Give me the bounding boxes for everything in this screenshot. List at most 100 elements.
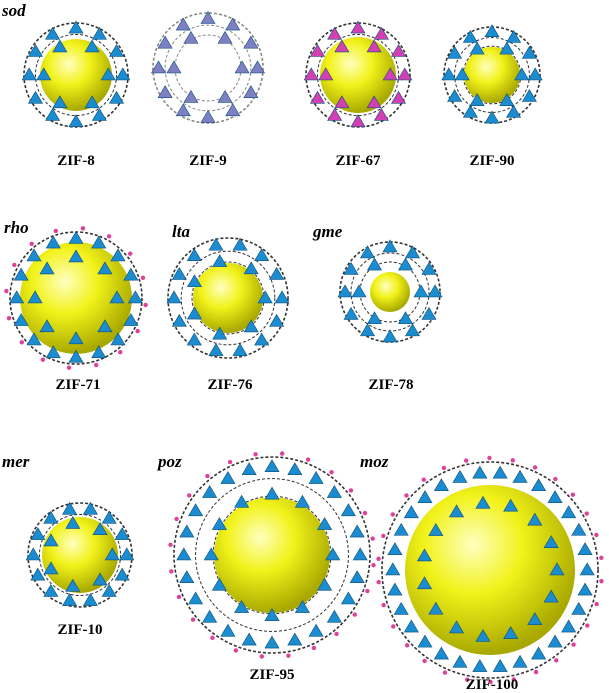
tetrahedron [264,608,280,621]
atom [286,653,291,658]
atom [594,532,599,538]
tetrahedron [45,345,61,359]
tetrahedron [421,261,437,275]
pore-sphere [405,485,575,655]
tetrahedron [92,572,108,586]
tetrahedron [27,90,43,104]
framework-ring [152,12,264,124]
tetrahedron [506,104,522,118]
tetrahedron [352,547,368,561]
tetrahedron [171,313,187,327]
atom [571,642,576,647]
tetrahedron [416,576,433,590]
atom [143,302,148,308]
atom [329,469,334,475]
pore-sphere [214,497,330,613]
atom [391,624,396,629]
tetrahedron [234,60,250,74]
tetrahedron [391,90,407,104]
tetrahedron [349,570,365,584]
tetrahedron [531,478,547,492]
tetrahedron [186,274,203,288]
atom [511,677,517,682]
tetrahedron [397,311,414,325]
tetrahedron [441,67,457,81]
tetrahedron [433,478,449,492]
tetrahedron [397,257,414,271]
tetrahedron [39,261,55,275]
atom [311,645,317,651]
topology-label: lta [172,222,190,241]
structures [4,10,604,685]
tetrahedron [577,542,593,555]
topology-label: gme [312,222,343,241]
atom [370,536,375,541]
tetrahedron [175,103,191,117]
atom [371,562,376,568]
atom [19,340,25,345]
tetrahedron [65,515,81,529]
tetrahedron [171,266,187,280]
tetrahedron [123,313,139,326]
tetrahedron [97,261,113,275]
atom [210,635,215,641]
tetrahedron [45,235,61,249]
tetrahedron [308,471,324,484]
tetrahedron [39,319,55,333]
tetrahedron [308,623,324,637]
tetrahedron [351,284,367,298]
tetrahedron [393,522,409,536]
atom [227,459,233,465]
tetrahedron [127,290,143,304]
atom [106,234,112,239]
framework [21,20,131,128]
atom [487,455,492,461]
atom [404,643,410,648]
tetrahedron [499,93,515,106]
topology-label: rho [4,218,29,237]
tetrahedron [241,632,257,646]
atom [381,602,386,608]
atom [442,670,448,675]
tetrahedron [114,567,130,581]
atom [463,458,469,463]
tetrahedron [469,93,485,106]
tetrahedron [225,17,241,31]
atom [390,512,395,517]
tetrahedron [382,239,398,253]
tetrahedron [287,632,303,646]
structure-label: ZIF-10 [58,622,103,638]
tetrahedron [318,67,334,81]
tetrahedron [309,44,325,57]
tetrahedron [202,485,218,498]
tetrahedron [26,248,42,262]
tetrahedron [212,326,228,340]
tetrahedron [391,44,407,57]
atom [376,556,381,562]
tetrahedron [68,20,84,34]
atom [553,476,558,482]
framework [337,239,443,343]
atom [365,588,370,594]
tetrahedron [349,524,365,538]
tetrahedron [492,659,508,672]
tetrahedron [175,17,191,31]
tetrahedron [68,114,84,127]
atom [169,569,174,574]
tetrahedron [448,620,465,634]
tetrahedron [211,517,227,530]
tetrahedron [413,284,429,298]
tetrahedron [36,67,52,81]
tetrahedron [579,562,595,576]
tetrahedron [506,29,522,43]
structure-label: ZIF-67 [336,153,382,169]
tetrahedron [397,67,413,81]
atom [570,492,576,497]
tetrahedron [417,634,433,648]
atom [186,493,192,498]
tetrahedron [448,504,465,518]
framework [168,451,376,659]
tetrahedron [100,67,116,81]
tetrahedron [447,89,463,102]
tetrahedron [317,577,333,591]
